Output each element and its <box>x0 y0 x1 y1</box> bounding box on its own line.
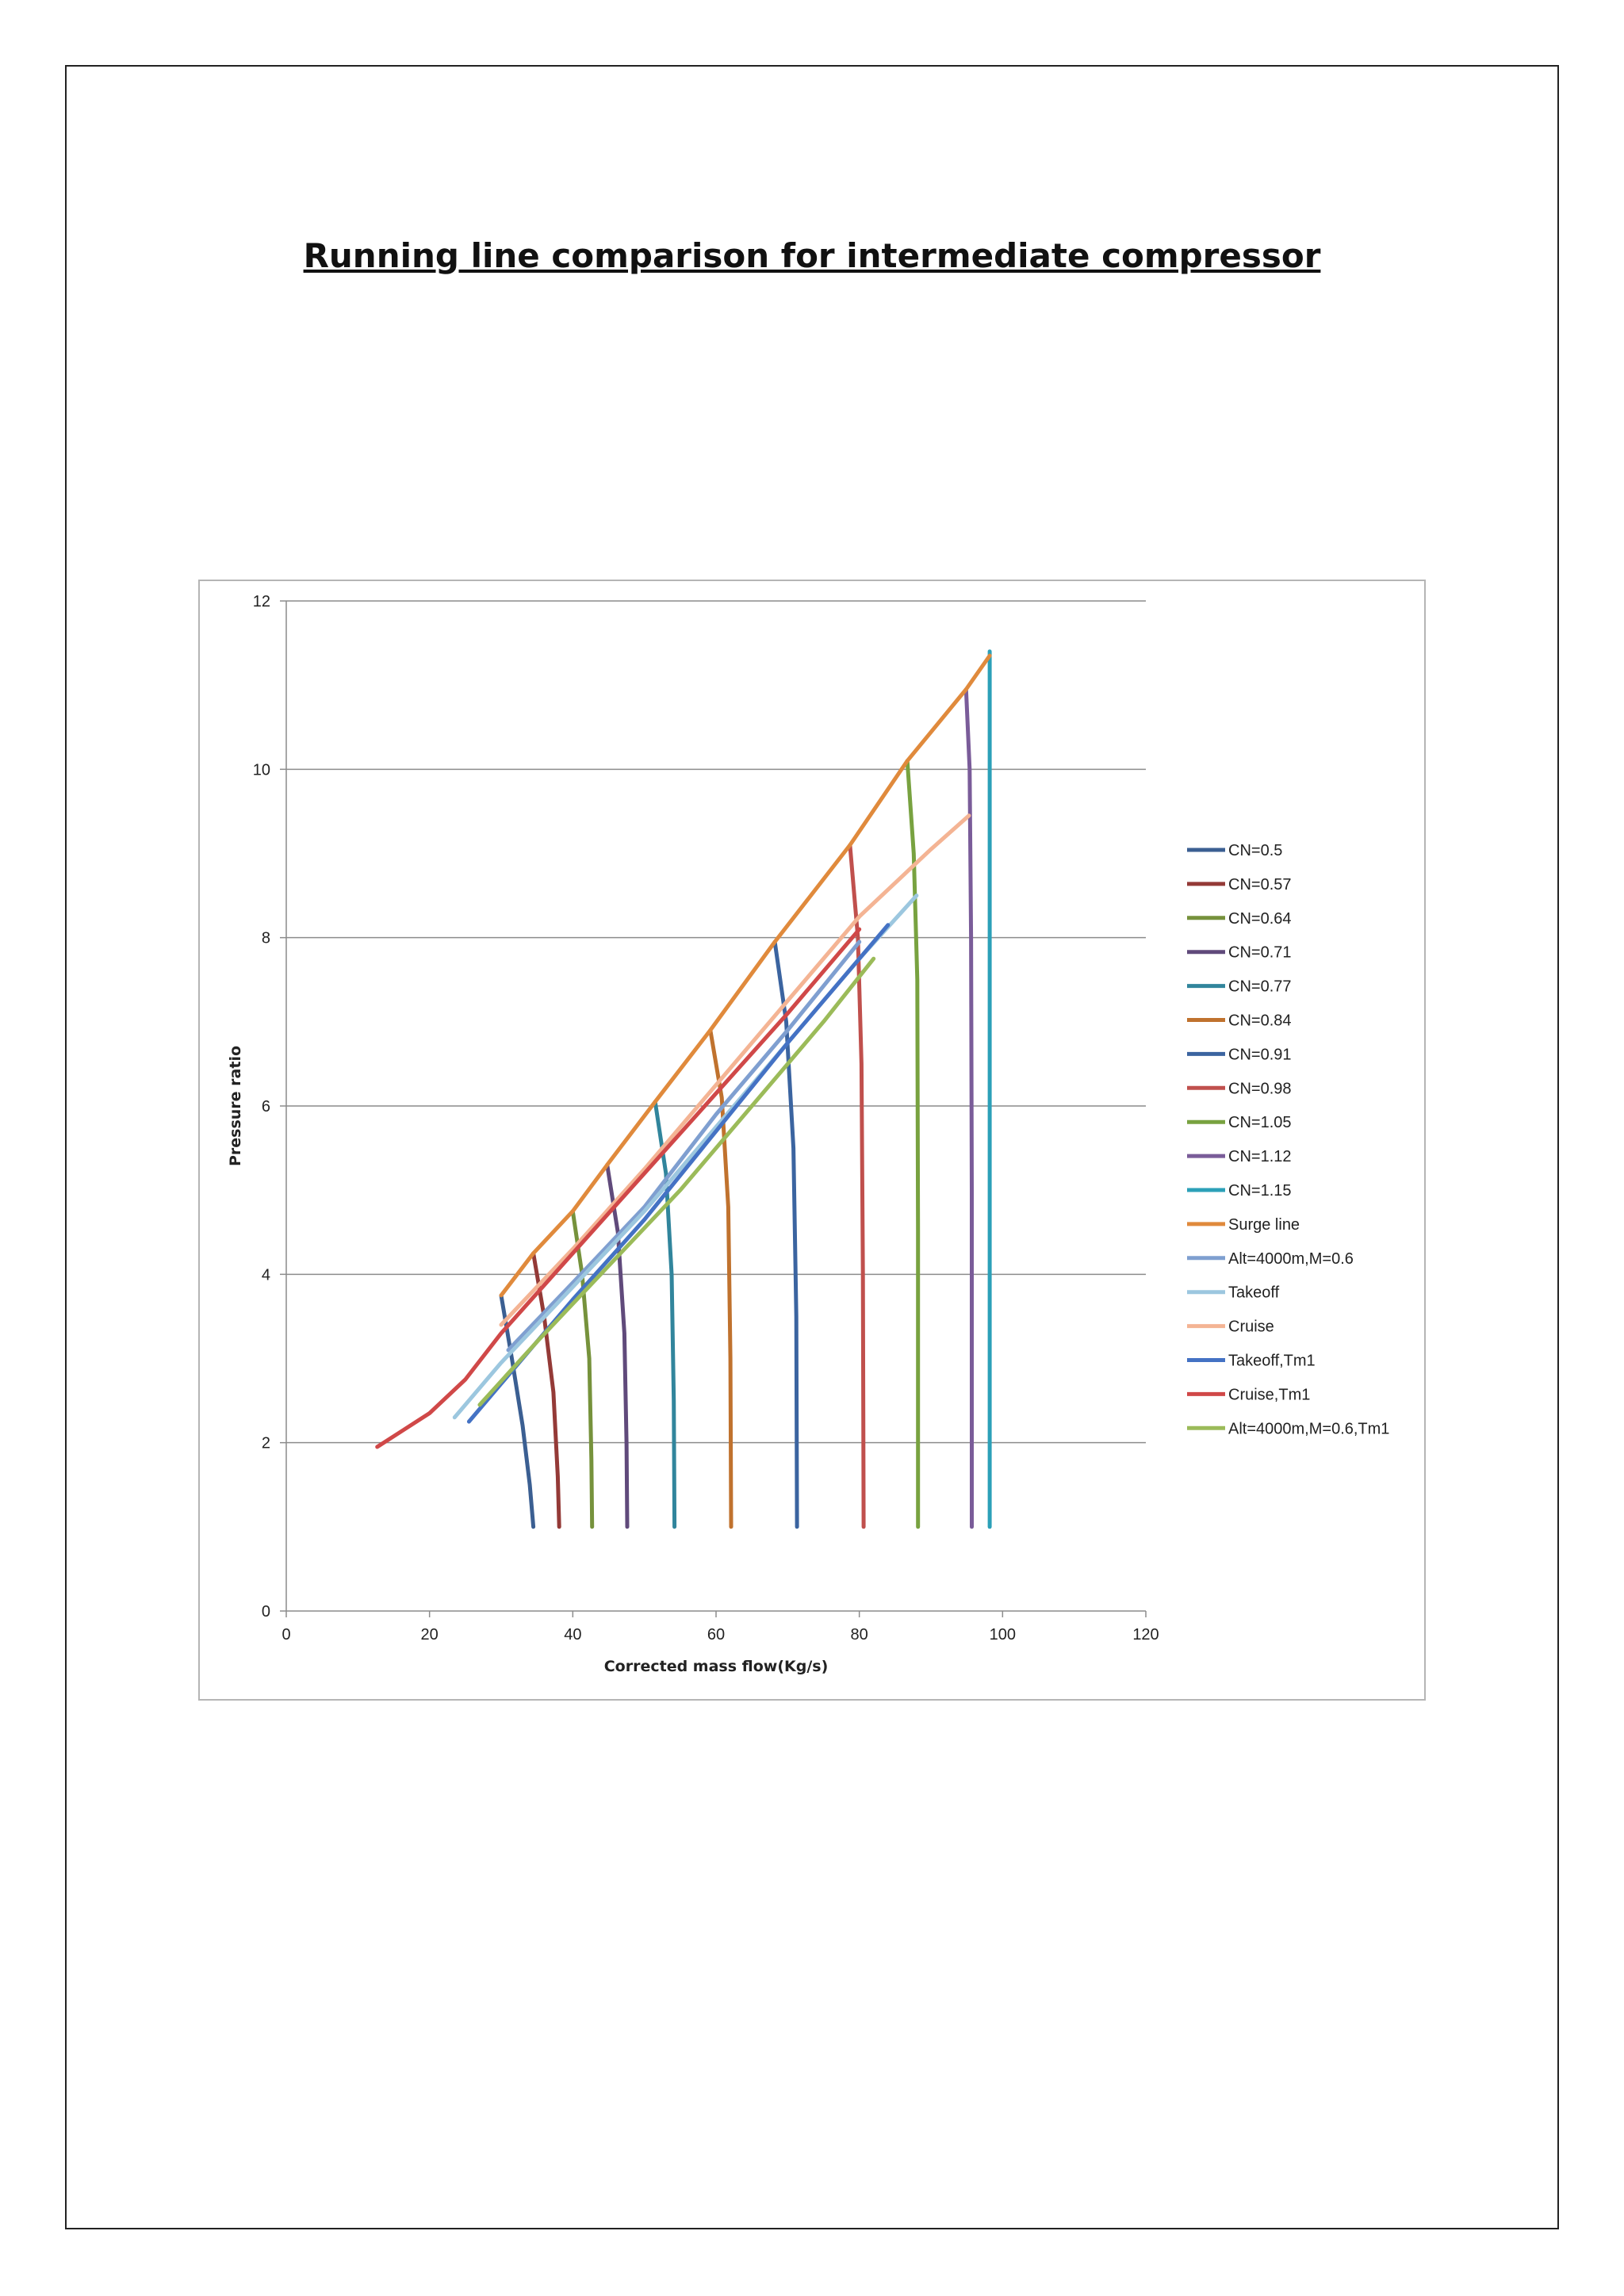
legend-label: CN=0.5 <box>1228 842 1282 859</box>
x-tick-label: 100 <box>990 1626 1016 1644</box>
y-tick-label: 8 <box>262 930 270 947</box>
series-line <box>506 939 862 1353</box>
series-line <box>605 1162 630 1529</box>
legend-label: Takeoff,Tm1 <box>1228 1353 1316 1370</box>
x-tick-label: 80 <box>851 1626 868 1644</box>
series-line <box>963 687 974 1529</box>
series-line <box>653 1100 677 1529</box>
series-line <box>708 1027 733 1529</box>
y-tick-label: 10 <box>253 761 270 779</box>
legend-label: CN=0.84 <box>1228 1012 1292 1030</box>
legend-label: CN=0.64 <box>1228 910 1292 928</box>
series-line <box>375 927 862 1449</box>
legend-label: Alt=4000m,M=0.6,Tm1 <box>1228 1420 1389 1437</box>
series-line <box>772 939 799 1529</box>
x-tick-label: 60 <box>707 1626 725 1644</box>
legend-label: Cruise <box>1228 1318 1274 1336</box>
series-line <box>477 956 876 1407</box>
legend-label: CN=0.57 <box>1228 876 1292 894</box>
legend-label: CN=0.98 <box>1228 1080 1292 1097</box>
legend-label: CN=0.91 <box>1228 1046 1292 1063</box>
legend-label: CN=1.15 <box>1228 1182 1292 1200</box>
series-line <box>499 1293 536 1529</box>
x-tick-label: 0 <box>282 1626 290 1644</box>
x-tick-label: 40 <box>564 1626 581 1644</box>
series-line <box>848 843 866 1529</box>
legend-label: Cruise,Tm1 <box>1228 1386 1310 1403</box>
legend-label: Surge line <box>1228 1216 1300 1234</box>
legend-label: Alt=4000m,M=0.6 <box>1228 1250 1354 1268</box>
series-line <box>905 759 921 1529</box>
y-tick-label: 6 <box>262 1098 270 1115</box>
y-axis-title: Pressure ratio <box>227 1046 244 1166</box>
series-line <box>499 813 971 1327</box>
series-line <box>499 653 992 1298</box>
y-tick-label: 12 <box>253 593 270 610</box>
x-tick-label: 120 <box>1132 1626 1159 1644</box>
legend-label: CN=0.77 <box>1228 978 1292 996</box>
y-tick-label: 2 <box>262 1435 270 1452</box>
x-axis-title: Corrected mass flow(Kg/s) <box>604 1658 829 1675</box>
chart-container <box>198 580 1426 1701</box>
series-line <box>531 1251 561 1529</box>
page-frame <box>65 65 1559 2229</box>
legend-label: Takeoff <box>1228 1284 1280 1302</box>
legend-label: CN=0.71 <box>1228 944 1292 962</box>
x-tick-label: 20 <box>421 1626 439 1644</box>
legend-label: CN=1.12 <box>1228 1148 1292 1165</box>
legend-label: CN=1.05 <box>1228 1114 1292 1131</box>
y-tick-label: 0 <box>262 1603 270 1621</box>
document-title: Running line comparison for intermediate… <box>303 236 1321 275</box>
y-tick-label: 4 <box>262 1266 270 1284</box>
series-line <box>570 1209 595 1529</box>
